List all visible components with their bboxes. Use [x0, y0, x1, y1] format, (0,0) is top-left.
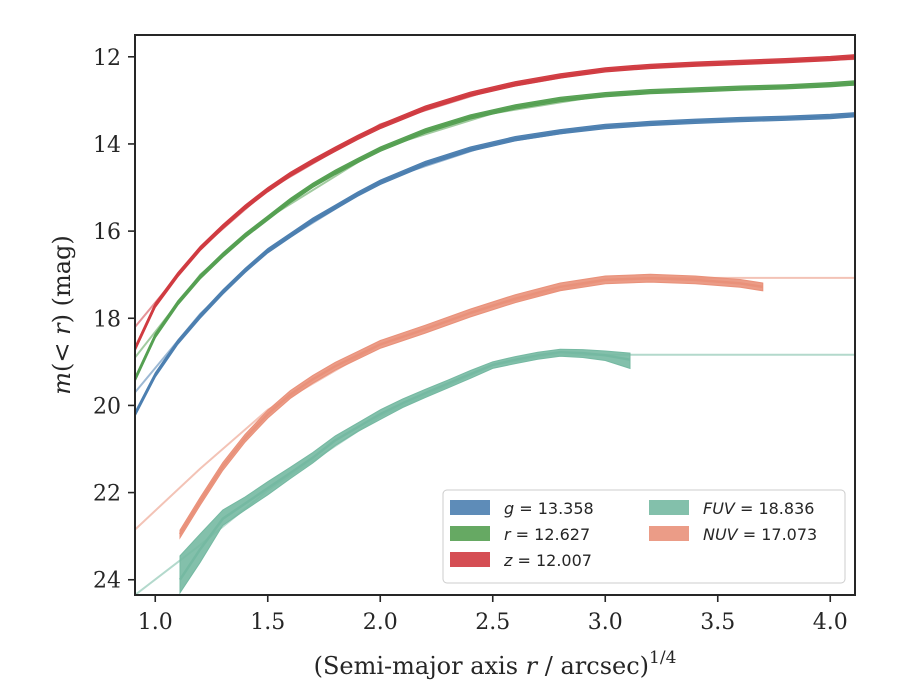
data-line-r: [135, 81, 855, 380]
legend-label: NUV = 17.073: [703, 525, 817, 544]
legend-swatch: [450, 500, 490, 515]
y-tick-label: 24: [93, 569, 121, 594]
y-axis-title: m(< r) (mag): [48, 235, 76, 395]
y-tick-label: 22: [93, 482, 121, 507]
data-line-nuv: [178, 276, 763, 535]
legend-entry-z: z = 12.007: [450, 551, 592, 570]
model-line-g: [135, 115, 855, 394]
y-tick-label: 12: [93, 46, 121, 71]
legend-entry-nuv: NUV = 17.073: [649, 525, 817, 544]
plot-frame: [134, 34, 856, 596]
legend-label: r = 12.627: [504, 525, 590, 544]
series-group: [135, 54, 855, 595]
legend-swatch: [450, 526, 490, 541]
data-band-nuv: [179, 273, 764, 540]
y-tick-label: 14: [93, 133, 121, 158]
series-r: [135, 80, 855, 382]
x-tick-label: 3.0: [588, 610, 623, 635]
data-band-g: [135, 112, 855, 417]
legend-swatch: [450, 552, 490, 567]
legend-swatch: [649, 526, 689, 541]
legend-swatch: [649, 500, 689, 515]
legend-entry-g: g = 13.358: [450, 499, 594, 518]
legend-label: g = 13.358: [504, 499, 594, 518]
y-axis-label: m(< r) (mag): [48, 235, 76, 395]
legend-entry-fuv: FUV = 18.836: [649, 499, 814, 518]
x-axis: 1.0 1.5 2.0 2.5 3.0 3.5 4.0: [138, 595, 848, 635]
series-nuv: [135, 273, 855, 540]
legend: g = 13.358 r = 12.627 z = 12.007 FUV = 18.8…: [442, 489, 846, 584]
legend-box: [442, 489, 846, 584]
legend-label: z = 12.007: [503, 551, 592, 570]
y-tick-label: 20: [93, 394, 121, 419]
data-band-r: [135, 80, 855, 382]
data-line-fuv: [178, 351, 631, 581]
data-line-g: [135, 113, 855, 415]
series-z: [135, 54, 855, 352]
x-axis-label: (Semi-major axis r / arcsec)1/4: [314, 648, 677, 680]
legend-label: FUV = 18.836: [703, 499, 814, 518]
x-tick-label: 1.5: [250, 610, 285, 635]
x-tick-label: 2.5: [475, 610, 510, 635]
x-axis-title: (Semi-major axis r / arcsec)1/4: [314, 648, 677, 680]
y-axis: 12 14 16 18 20 22 24: [93, 46, 135, 594]
data-line-z: [135, 55, 855, 350]
x-tick-label: 2.0: [363, 610, 398, 635]
legend-entry-r: r = 12.627: [450, 525, 590, 544]
x-tick-label: 1.0: [138, 610, 173, 635]
y-tick-label: 18: [93, 307, 121, 332]
x-tick-label: 3.5: [700, 610, 735, 635]
data-band-fuv: [179, 348, 631, 595]
x-tick-label: 4.0: [813, 610, 848, 635]
data-band-z: [135, 54, 855, 352]
series-g: [135, 112, 855, 417]
series-fuv: [135, 348, 855, 595]
model-line-r: [135, 83, 855, 359]
y-tick-label: 16: [93, 220, 121, 245]
